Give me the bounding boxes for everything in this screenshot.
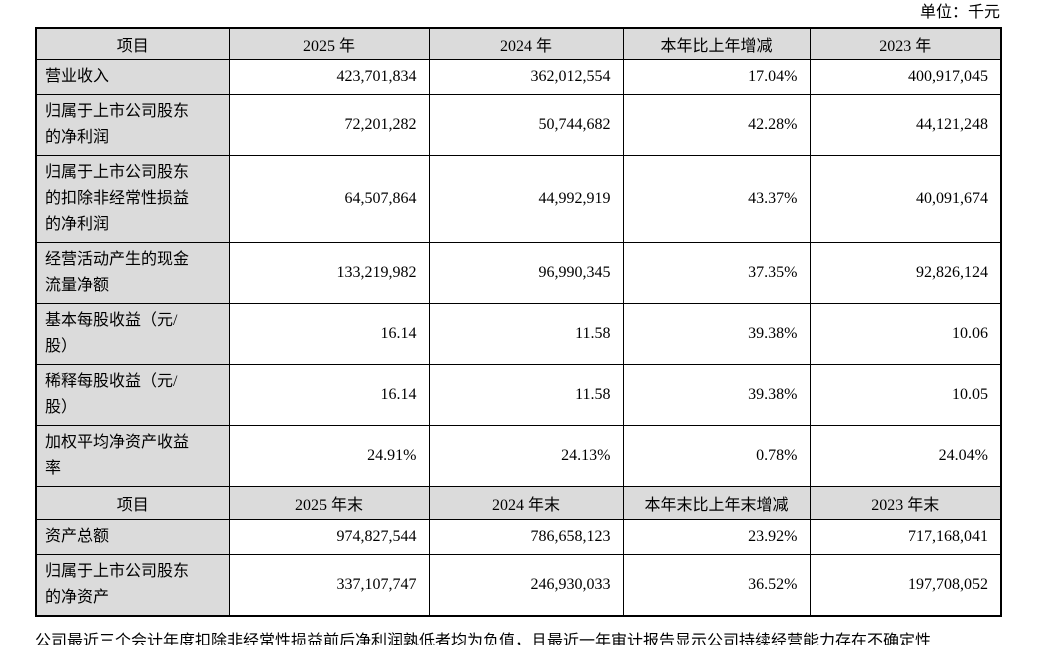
value-2025: 133,219,982 [228,241,430,304]
value-2024: 11.58 [428,302,624,365]
table-row-total-assets: 资产总额 974,827,544 786,658,123 23.92% 717,… [35,518,1002,555]
value-2024: 24.13% [428,424,624,487]
value-yoy-change: 39.38% [622,302,811,365]
annual-header-row: 项目 2025 年 2024 年 本年比上年增减 2023 年 [35,27,1002,60]
value-2023: 92,826,124 [809,241,1002,304]
value-yoy-change: 39.38% [622,363,811,426]
value-yoy-change: 0.78% [622,424,811,487]
row-label: 经营活动产生的现金流量净额 [35,241,230,304]
value-2025: 337,107,747 [228,553,430,616]
row-label: 归属于上市公司股东的扣除非经常性损益的净利润 [35,154,230,243]
value-2024: 246,930,033 [428,553,624,616]
col-header-item: 项目 [35,27,230,60]
value-2023: 400,917,045 [809,58,1002,95]
col-header-2023-end: 2023 年末 [809,485,1002,520]
value-2023: 197,708,052 [809,553,1002,616]
value-2023: 24.04% [809,424,1002,487]
value-2025: 64,507,864 [228,154,430,243]
unit-label: 单位：千元 [919,4,1000,21]
table-row-net-assets: 归属于上市公司股东的净资产 337,107,747 246,930,033 36… [35,553,1002,616]
row-label: 归属于上市公司股东的净资产 [35,553,230,616]
key-financials-table: 项目 2025 年 2024 年 本年比上年增减 2023 年 营业收入 423… [35,27,1002,617]
col-header-2025: 2025 年 [228,27,430,60]
col-header-yoy-end-change: 本年末比上年末增减 [622,485,811,520]
col-header-2024-end: 2024 年末 [428,485,624,520]
row-label: 资产总额 [35,518,230,555]
value-yoy-change: 42.28% [622,93,811,156]
value-2025: 974,827,544 [228,518,430,555]
value-2024: 11.58 [428,363,624,426]
value-2023: 44,121,248 [809,93,1002,156]
value-2025: 16.14 [228,363,430,426]
value-2024: 96,990,345 [428,241,624,304]
col-header-2024: 2024 年 [428,27,624,60]
value-2025: 16.14 [228,302,430,365]
going-concern-footnote: 公司最近三个会计年度扣除非经常性损益前后净利润孰低者均为负值，且最近一年审计报告… [35,632,932,645]
value-2024: 786,658,123 [428,518,624,555]
col-header-2023: 2023 年 [809,27,1002,60]
value-2023: 10.05 [809,363,1002,426]
table-row-revenue: 营业收入 423,701,834 362,012,554 17.04% 400,… [35,58,1002,95]
table-row-basic-eps: 基本每股收益（元/股） 16.14 11.58 39.38% 10.06 [35,302,1002,365]
value-yoy-change: 17.04% [622,58,811,95]
col-header-yoy-change: 本年比上年增减 [622,27,811,60]
row-label: 稀释每股收益（元/股） [35,363,230,426]
value-2024: 50,744,682 [428,93,624,156]
value-2023: 717,168,041 [809,518,1002,555]
value-2023: 10.06 [809,302,1002,365]
row-label: 归属于上市公司股东的净利润 [35,93,230,156]
year-end-header-row: 项目 2025 年末 2024 年末 本年末比上年末增减 2023 年末 [35,485,1002,520]
table-row-net-profit-excl-nonrecurring: 归属于上市公司股东的扣除非经常性损益的净利润 64,507,864 44,992… [35,154,1002,243]
table-row-weighted-avg-roe: 加权平均净资产收益率 24.91% 24.13% 0.78% 24.04% [35,424,1002,487]
value-2024: 362,012,554 [428,58,624,95]
value-2025: 24.91% [228,424,430,487]
value-yoy-change: 36.52% [622,553,811,616]
value-yoy-change: 37.35% [622,241,811,304]
row-label: 营业收入 [35,58,230,95]
col-header-item: 项目 [35,485,230,520]
value-2024: 44,992,919 [428,154,624,243]
value-yoy-change: 43.37% [622,154,811,243]
table-row-net-profit: 归属于上市公司股东的净利润 72,201,282 50,744,682 42.2… [35,93,1002,156]
row-label: 基本每股收益（元/股） [35,302,230,365]
col-header-2025-end: 2025 年末 [228,485,430,520]
table-row-diluted-eps: 稀释每股收益（元/股） 16.14 11.58 39.38% 10.05 [35,363,1002,426]
value-2025: 72,201,282 [228,93,430,156]
value-2023: 40,091,674 [809,154,1002,243]
table-row-operating-cash-flow: 经营活动产生的现金流量净额 133,219,982 96,990,345 37.… [35,241,1002,304]
value-2025: 423,701,834 [228,58,430,95]
row-label: 加权平均净资产收益率 [35,424,230,487]
value-yoy-change: 23.92% [622,518,811,555]
